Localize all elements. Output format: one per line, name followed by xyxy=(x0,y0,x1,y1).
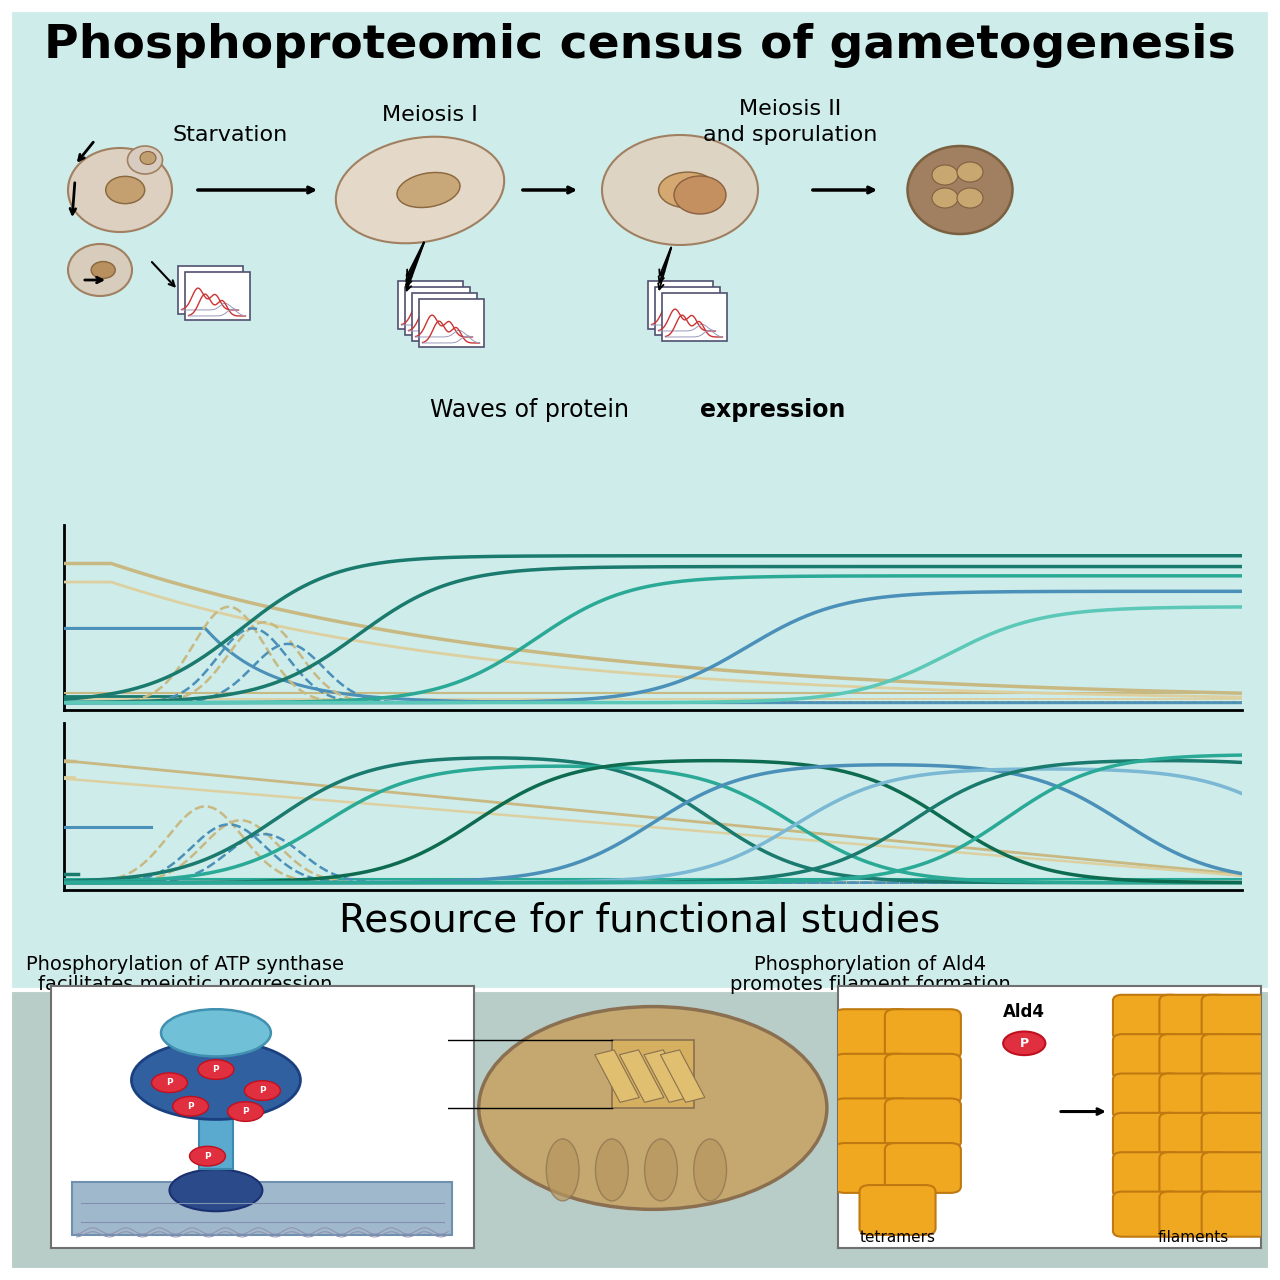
FancyBboxPatch shape xyxy=(835,1053,910,1103)
Ellipse shape xyxy=(694,1139,727,1201)
Bar xyxy=(398,282,462,329)
FancyBboxPatch shape xyxy=(1114,995,1180,1039)
Bar xyxy=(644,1050,689,1102)
FancyBboxPatch shape xyxy=(1160,1074,1228,1119)
FancyBboxPatch shape xyxy=(835,1009,910,1059)
Text: promotes filament formation: promotes filament formation xyxy=(730,974,1010,993)
FancyBboxPatch shape xyxy=(1160,1112,1228,1158)
Ellipse shape xyxy=(68,148,172,232)
FancyBboxPatch shape xyxy=(884,1009,961,1059)
Ellipse shape xyxy=(957,188,983,207)
Text: facilitates meiotic progression: facilitates meiotic progression xyxy=(38,974,333,993)
Bar xyxy=(10,989,1270,1270)
Text: Waves of protein: Waves of protein xyxy=(430,398,636,422)
Text: Resource for functional studies: Resource for functional studies xyxy=(339,901,941,940)
Text: Meiosis II
and sporulation: Meiosis II and sporulation xyxy=(703,99,877,145)
Text: P: P xyxy=(205,1152,211,1161)
FancyBboxPatch shape xyxy=(1114,1112,1180,1158)
Ellipse shape xyxy=(957,163,983,182)
Text: P: P xyxy=(259,1085,266,1096)
Ellipse shape xyxy=(169,1170,262,1211)
Text: P: P xyxy=(187,1102,193,1111)
Ellipse shape xyxy=(1004,1032,1046,1055)
Ellipse shape xyxy=(173,1097,209,1116)
Text: expression: expression xyxy=(700,398,845,422)
Bar xyxy=(595,1050,639,1102)
Text: P: P xyxy=(242,1107,248,1116)
Bar xyxy=(648,282,713,329)
FancyBboxPatch shape xyxy=(884,1053,961,1103)
Ellipse shape xyxy=(91,261,115,279)
Text: Phosphorylation of ATP synthase: Phosphorylation of ATP synthase xyxy=(26,955,344,974)
Ellipse shape xyxy=(645,1139,677,1201)
FancyBboxPatch shape xyxy=(835,1098,910,1148)
Bar xyxy=(10,10,1270,989)
Bar xyxy=(654,287,719,335)
Ellipse shape xyxy=(479,1006,827,1210)
Ellipse shape xyxy=(932,165,957,186)
FancyBboxPatch shape xyxy=(1114,1192,1180,1236)
Bar xyxy=(200,1111,233,1170)
Ellipse shape xyxy=(658,172,717,207)
Bar xyxy=(662,293,727,340)
Text: tetramers: tetramers xyxy=(860,1230,936,1245)
FancyBboxPatch shape xyxy=(1202,1112,1270,1158)
Ellipse shape xyxy=(140,151,156,165)
Ellipse shape xyxy=(161,1009,271,1056)
Ellipse shape xyxy=(675,175,726,214)
Text: Phosphoproteomic census of gametogenesis: Phosphoproteomic census of gametogenesis xyxy=(44,23,1236,68)
FancyBboxPatch shape xyxy=(1202,995,1270,1039)
Ellipse shape xyxy=(151,1073,187,1093)
Text: Starvation: Starvation xyxy=(173,125,288,145)
FancyBboxPatch shape xyxy=(1202,1074,1270,1119)
Ellipse shape xyxy=(198,1060,234,1079)
Bar xyxy=(178,266,242,314)
Ellipse shape xyxy=(106,177,145,204)
Ellipse shape xyxy=(932,188,957,207)
Text: Meiosis I: Meiosis I xyxy=(383,105,477,125)
Bar xyxy=(73,1183,453,1235)
Bar xyxy=(419,300,484,347)
Ellipse shape xyxy=(189,1147,225,1166)
Bar xyxy=(612,1041,694,1108)
Text: Waves of regulated protein: Waves of regulated protein xyxy=(230,668,557,692)
Ellipse shape xyxy=(602,134,758,244)
FancyBboxPatch shape xyxy=(1202,1192,1270,1236)
Bar xyxy=(411,293,476,340)
Text: P: P xyxy=(166,1078,173,1087)
FancyBboxPatch shape xyxy=(1114,1034,1180,1079)
Bar xyxy=(620,1050,664,1102)
Ellipse shape xyxy=(335,137,504,243)
Text: Ald4: Ald4 xyxy=(1004,1002,1046,1021)
FancyBboxPatch shape xyxy=(1202,1034,1270,1079)
Ellipse shape xyxy=(908,146,1012,234)
FancyBboxPatch shape xyxy=(1114,1074,1180,1119)
FancyBboxPatch shape xyxy=(860,1185,936,1235)
FancyBboxPatch shape xyxy=(1160,1034,1228,1079)
FancyBboxPatch shape xyxy=(1160,1192,1228,1236)
Ellipse shape xyxy=(244,1080,280,1101)
FancyBboxPatch shape xyxy=(835,1143,910,1193)
FancyBboxPatch shape xyxy=(1202,1152,1270,1197)
Text: P: P xyxy=(1020,1037,1029,1050)
FancyBboxPatch shape xyxy=(1114,1152,1180,1197)
Bar xyxy=(184,271,250,320)
FancyBboxPatch shape xyxy=(884,1143,961,1193)
Ellipse shape xyxy=(68,244,132,296)
Text: phosphorylation: phosphorylation xyxy=(755,668,973,692)
Bar xyxy=(660,1050,705,1102)
Bar xyxy=(404,287,470,335)
Ellipse shape xyxy=(128,146,163,174)
Ellipse shape xyxy=(595,1139,628,1201)
Ellipse shape xyxy=(228,1102,264,1121)
Text: P: P xyxy=(212,1065,219,1074)
Text: Phosphorylation of Ald4: Phosphorylation of Ald4 xyxy=(754,955,986,974)
Ellipse shape xyxy=(547,1139,579,1201)
Ellipse shape xyxy=(397,173,460,207)
FancyBboxPatch shape xyxy=(884,1098,961,1148)
Ellipse shape xyxy=(132,1041,301,1120)
FancyBboxPatch shape xyxy=(1160,995,1228,1039)
Text: filaments: filaments xyxy=(1157,1230,1229,1245)
FancyBboxPatch shape xyxy=(1160,1152,1228,1197)
